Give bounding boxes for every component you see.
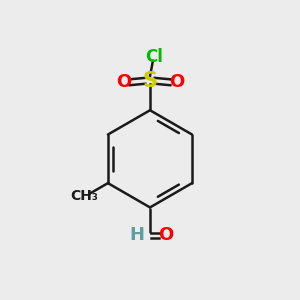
Text: O: O	[169, 73, 184, 91]
Text: O: O	[116, 73, 131, 91]
Text: CH₃: CH₃	[70, 189, 98, 202]
Text: Cl: Cl	[146, 48, 164, 66]
Text: O: O	[158, 226, 173, 244]
Text: H: H	[129, 226, 144, 244]
Text: S: S	[142, 71, 158, 91]
